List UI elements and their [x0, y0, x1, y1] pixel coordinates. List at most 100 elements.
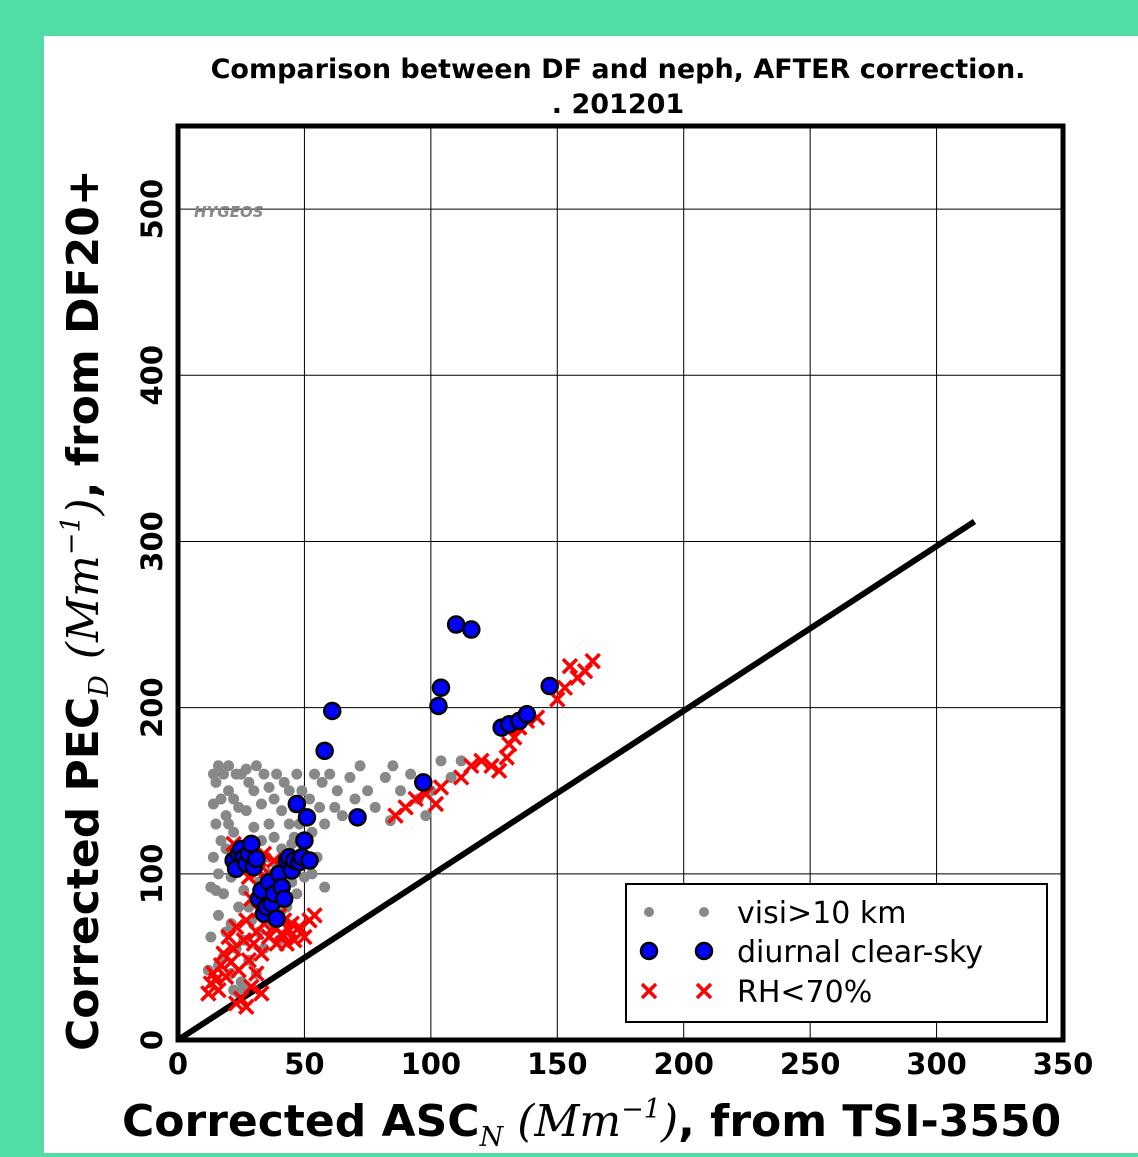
visi-point	[263, 781, 275, 793]
visi-point	[283, 785, 295, 797]
clear-sky-point	[348, 808, 367, 827]
clear-sky-point	[300, 851, 319, 870]
y-tick-label: 200	[135, 677, 169, 738]
clear-sky-point	[274, 889, 294, 908]
x-tick-label: 0	[168, 1047, 188, 1081]
visi-point	[218, 768, 230, 780]
visi-point	[349, 793, 361, 805]
rh-point	[498, 749, 515, 766]
visi-point	[369, 801, 381, 813]
clear-sky-point	[540, 676, 559, 696]
x-tick-label: 50	[284, 1047, 324, 1081]
visi-point	[220, 843, 232, 855]
visi-point	[387, 760, 399, 772]
x-axis-label-prefix: Corrected ASC	[122, 1096, 480, 1147]
rh-point	[227, 918, 245, 936]
rh-point	[212, 956, 230, 974]
visi-point	[243, 776, 255, 788]
visi-point	[314, 801, 326, 813]
clear-sky-point	[267, 909, 286, 928]
rh-point	[253, 945, 270, 962]
clear-sky-point	[431, 678, 451, 697]
rh-point	[286, 932, 303, 949]
clear-sky-point	[295, 831, 314, 850]
visi-point	[212, 760, 224, 772]
visi-point	[291, 888, 303, 900]
visi-point	[240, 763, 252, 775]
visi-point	[329, 801, 341, 813]
x-axis-label-open: (	[517, 1096, 535, 1147]
y-tick-label: 500	[135, 179, 169, 240]
rh-point	[243, 978, 260, 996]
rh-point	[238, 998, 255, 1016]
visi-point	[344, 771, 356, 783]
visi-point	[336, 810, 348, 822]
clear-sky-point	[315, 741, 334, 761]
chart-title: Comparison between DF and neph, AFTER co…	[211, 54, 1026, 85]
clear-sky-point	[517, 705, 537, 724]
visi-point	[263, 818, 275, 830]
rh-point	[463, 757, 480, 775]
x-tick-label: 250	[780, 1047, 841, 1081]
visi-point	[316, 776, 328, 788]
rh-point	[483, 757, 500, 775]
x-axis-label-exp: −1	[621, 1094, 661, 1125]
visi-point	[248, 785, 260, 797]
x-axis-label-unit: Mm	[533, 1096, 621, 1147]
visi-point	[291, 768, 303, 780]
rh-point	[235, 932, 252, 949]
visi-point	[223, 818, 235, 830]
legend-clear-label: diurnal clear-sky	[737, 935, 983, 970]
visi-point	[283, 818, 295, 830]
visi-point	[233, 901, 245, 913]
rh-point	[556, 679, 574, 696]
rh-point	[561, 657, 579, 675]
visi-point	[445, 771, 457, 783]
clear-sky-point	[247, 849, 266, 869]
y-axis-label-prefix: Corrected PEC	[58, 697, 109, 1051]
rh-point	[248, 965, 265, 982]
rh-point	[253, 985, 270, 1002]
visi-point	[405, 768, 417, 780]
visi-point	[215, 835, 227, 847]
rh-point	[432, 779, 450, 796]
y-tick-label: 400	[135, 345, 169, 406]
visi-point	[319, 881, 331, 893]
y-axis-label-suffix: , from DF20+	[58, 169, 109, 498]
visi-point	[319, 818, 331, 830]
x-axis-label: Corrected ASCN (Mm−1), from TSI-3550	[122, 1094, 1061, 1153]
rh-point	[217, 968, 235, 986]
visi-point	[210, 818, 222, 830]
legend-visi-marker	[644, 907, 654, 917]
x-tick-label: 200	[653, 1047, 714, 1081]
rh-point	[210, 981, 227, 999]
visi-point	[455, 755, 467, 767]
x-tick-labels: 0 50 100 150 200 250 300 350	[168, 1047, 1093, 1081]
rh-point	[291, 918, 308, 936]
rh-point	[240, 951, 258, 969]
rh-point	[473, 752, 490, 770]
y-axis-label-unit: Mm	[58, 555, 109, 643]
visi-point	[324, 768, 336, 780]
visi-point	[255, 798, 267, 810]
legend-visi-marker	[699, 907, 709, 917]
clear-sky-point	[414, 773, 433, 792]
rh-point	[427, 795, 445, 813]
y-tick-labels: 0 100 200 300 400 500	[135, 179, 169, 1050]
y-tick-label: 300	[135, 511, 169, 572]
visi-point	[205, 931, 217, 943]
y-axis-label-exp: −1	[56, 515, 87, 555]
visi-point	[220, 810, 232, 822]
visi-point	[210, 776, 222, 788]
clear-sky-point	[429, 696, 448, 716]
legend: visi>10 km diurnal clear-sky RH<70%	[625, 883, 1048, 1023]
x-tick-label: 350	[1033, 1047, 1094, 1081]
x-axis-label-suffix: , from TSI-3550	[678, 1096, 1061, 1147]
visi-point	[420, 810, 432, 822]
clear-sky-point	[242, 834, 261, 854]
visi-point	[354, 760, 366, 772]
y-tick-label: 100	[135, 844, 169, 905]
visi-point	[306, 868, 318, 880]
rh-point	[490, 762, 508, 780]
